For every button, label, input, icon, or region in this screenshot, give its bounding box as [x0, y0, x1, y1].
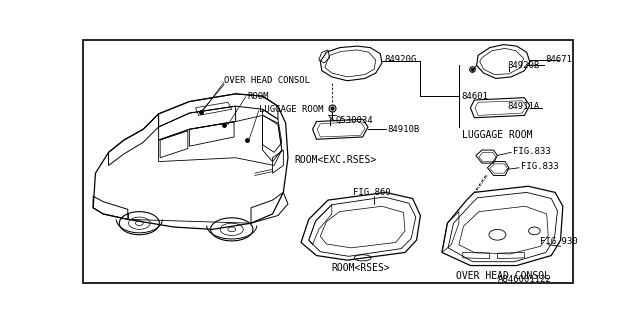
Text: LUGGAGE ROOM: LUGGAGE ROOM [462, 130, 532, 140]
Text: ROOM<EXC.RSES>: ROOM<EXC.RSES> [294, 155, 377, 165]
Text: FIG.833: FIG.833 [513, 147, 550, 156]
Text: Q530034: Q530034 [336, 116, 373, 125]
Text: 84671: 84671 [545, 55, 572, 64]
Text: OVER HEAD CONSOL: OVER HEAD CONSOL [456, 271, 550, 281]
Text: LUGGAGE ROOM: LUGGAGE ROOM [259, 105, 323, 114]
Text: ROOM<RSES>: ROOM<RSES> [331, 263, 390, 273]
Text: 84920B: 84920B [508, 61, 540, 70]
Text: ROOM: ROOM [247, 92, 269, 101]
Text: FIG.860: FIG.860 [353, 188, 390, 197]
Text: 84601: 84601 [461, 92, 488, 101]
Text: FIG.833: FIG.833 [520, 163, 558, 172]
Text: 84910B: 84910B [387, 125, 420, 134]
Text: A846001122: A846001122 [497, 275, 551, 284]
Text: FIG.930: FIG.930 [540, 237, 577, 246]
Text: 84920G: 84920G [384, 55, 417, 64]
Text: OVER HEAD CONSOL: OVER HEAD CONSOL [224, 76, 310, 85]
Text: 84911A: 84911A [508, 102, 540, 111]
